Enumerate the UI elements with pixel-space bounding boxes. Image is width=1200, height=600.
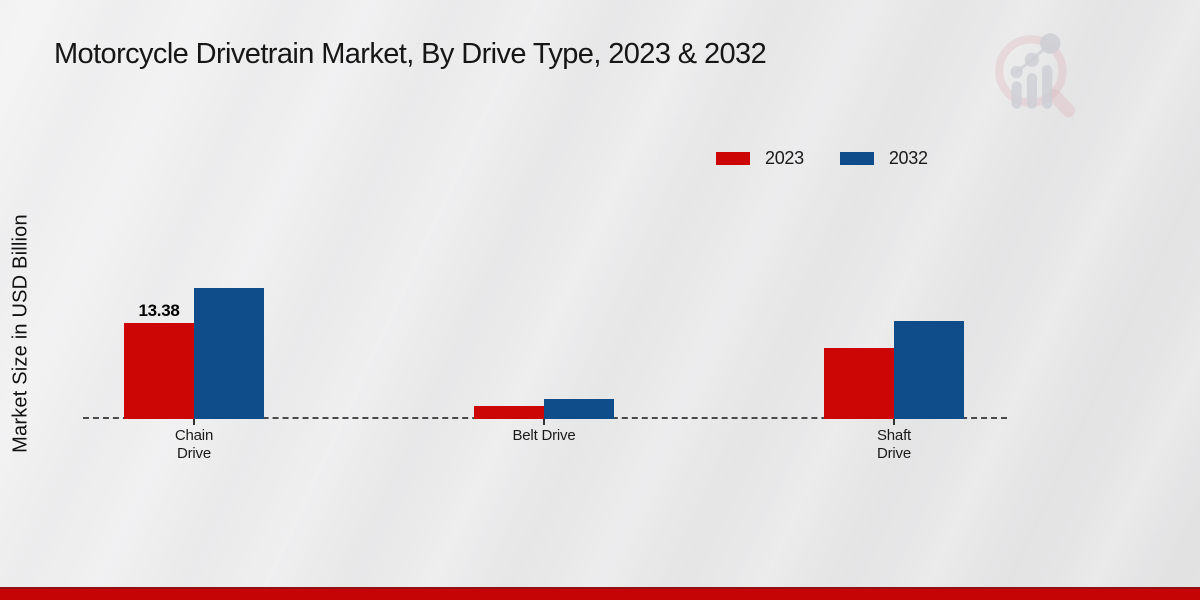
- logo-bar-tall: [1042, 64, 1053, 109]
- x-axis-tick-belt-drive: [543, 419, 545, 425]
- legend-item-2032: 2032: [839, 148, 928, 169]
- bar-belt-drive-2032: [544, 399, 614, 419]
- bar-belt-drive-2023: [474, 406, 544, 419]
- category-label-shaft-drive: Shaft Drive: [876, 427, 912, 462]
- legend-item-2023: 2023: [716, 148, 804, 169]
- magnifier-ring: [995, 35, 1067, 107]
- legend-swatch-2032: [839, 152, 874, 165]
- market-research-logo-watermark: [986, 20, 1088, 122]
- logo-bar-small: [1011, 81, 1022, 109]
- logo-bar-medium: [1026, 73, 1037, 109]
- legend-label-2032: 2032: [888, 148, 928, 168]
- chart-title: Motorcycle Drivetrain Market, By Drive T…: [54, 38, 767, 70]
- bar-chain-drive-2023: [124, 323, 194, 419]
- category-label-belt-drive: Belt Drive: [512, 427, 576, 444]
- data-label-chain-drive-2023: 13.38: [138, 301, 180, 320]
- legend-swatch-2023: [716, 152, 750, 165]
- x-axis-tick-chain-drive: [193, 419, 195, 425]
- footer-accent-bar: [0, 587, 1200, 600]
- logo-dot-medium: [1024, 52, 1040, 67]
- magnifier-handle: [1047, 88, 1076, 118]
- chart-legend: 2023 2032: [716, 148, 928, 169]
- category-label-chain-drive: Chain Drive: [174, 427, 214, 462]
- bar-shaft-drive-2032: [894, 321, 964, 419]
- bar-chain-drive-2032: [194, 288, 264, 419]
- logo-dot-small: [1010, 65, 1023, 79]
- magnifier-chart-logo-icon: [995, 33, 1076, 118]
- legend-label-2023: 2023: [765, 148, 804, 168]
- x-axis-tick-shaft-drive: [893, 419, 895, 425]
- trend-line: [1015, 43, 1051, 74]
- logo-dot-large: [1040, 33, 1061, 54]
- bar-shaft-drive-2023: [824, 348, 894, 419]
